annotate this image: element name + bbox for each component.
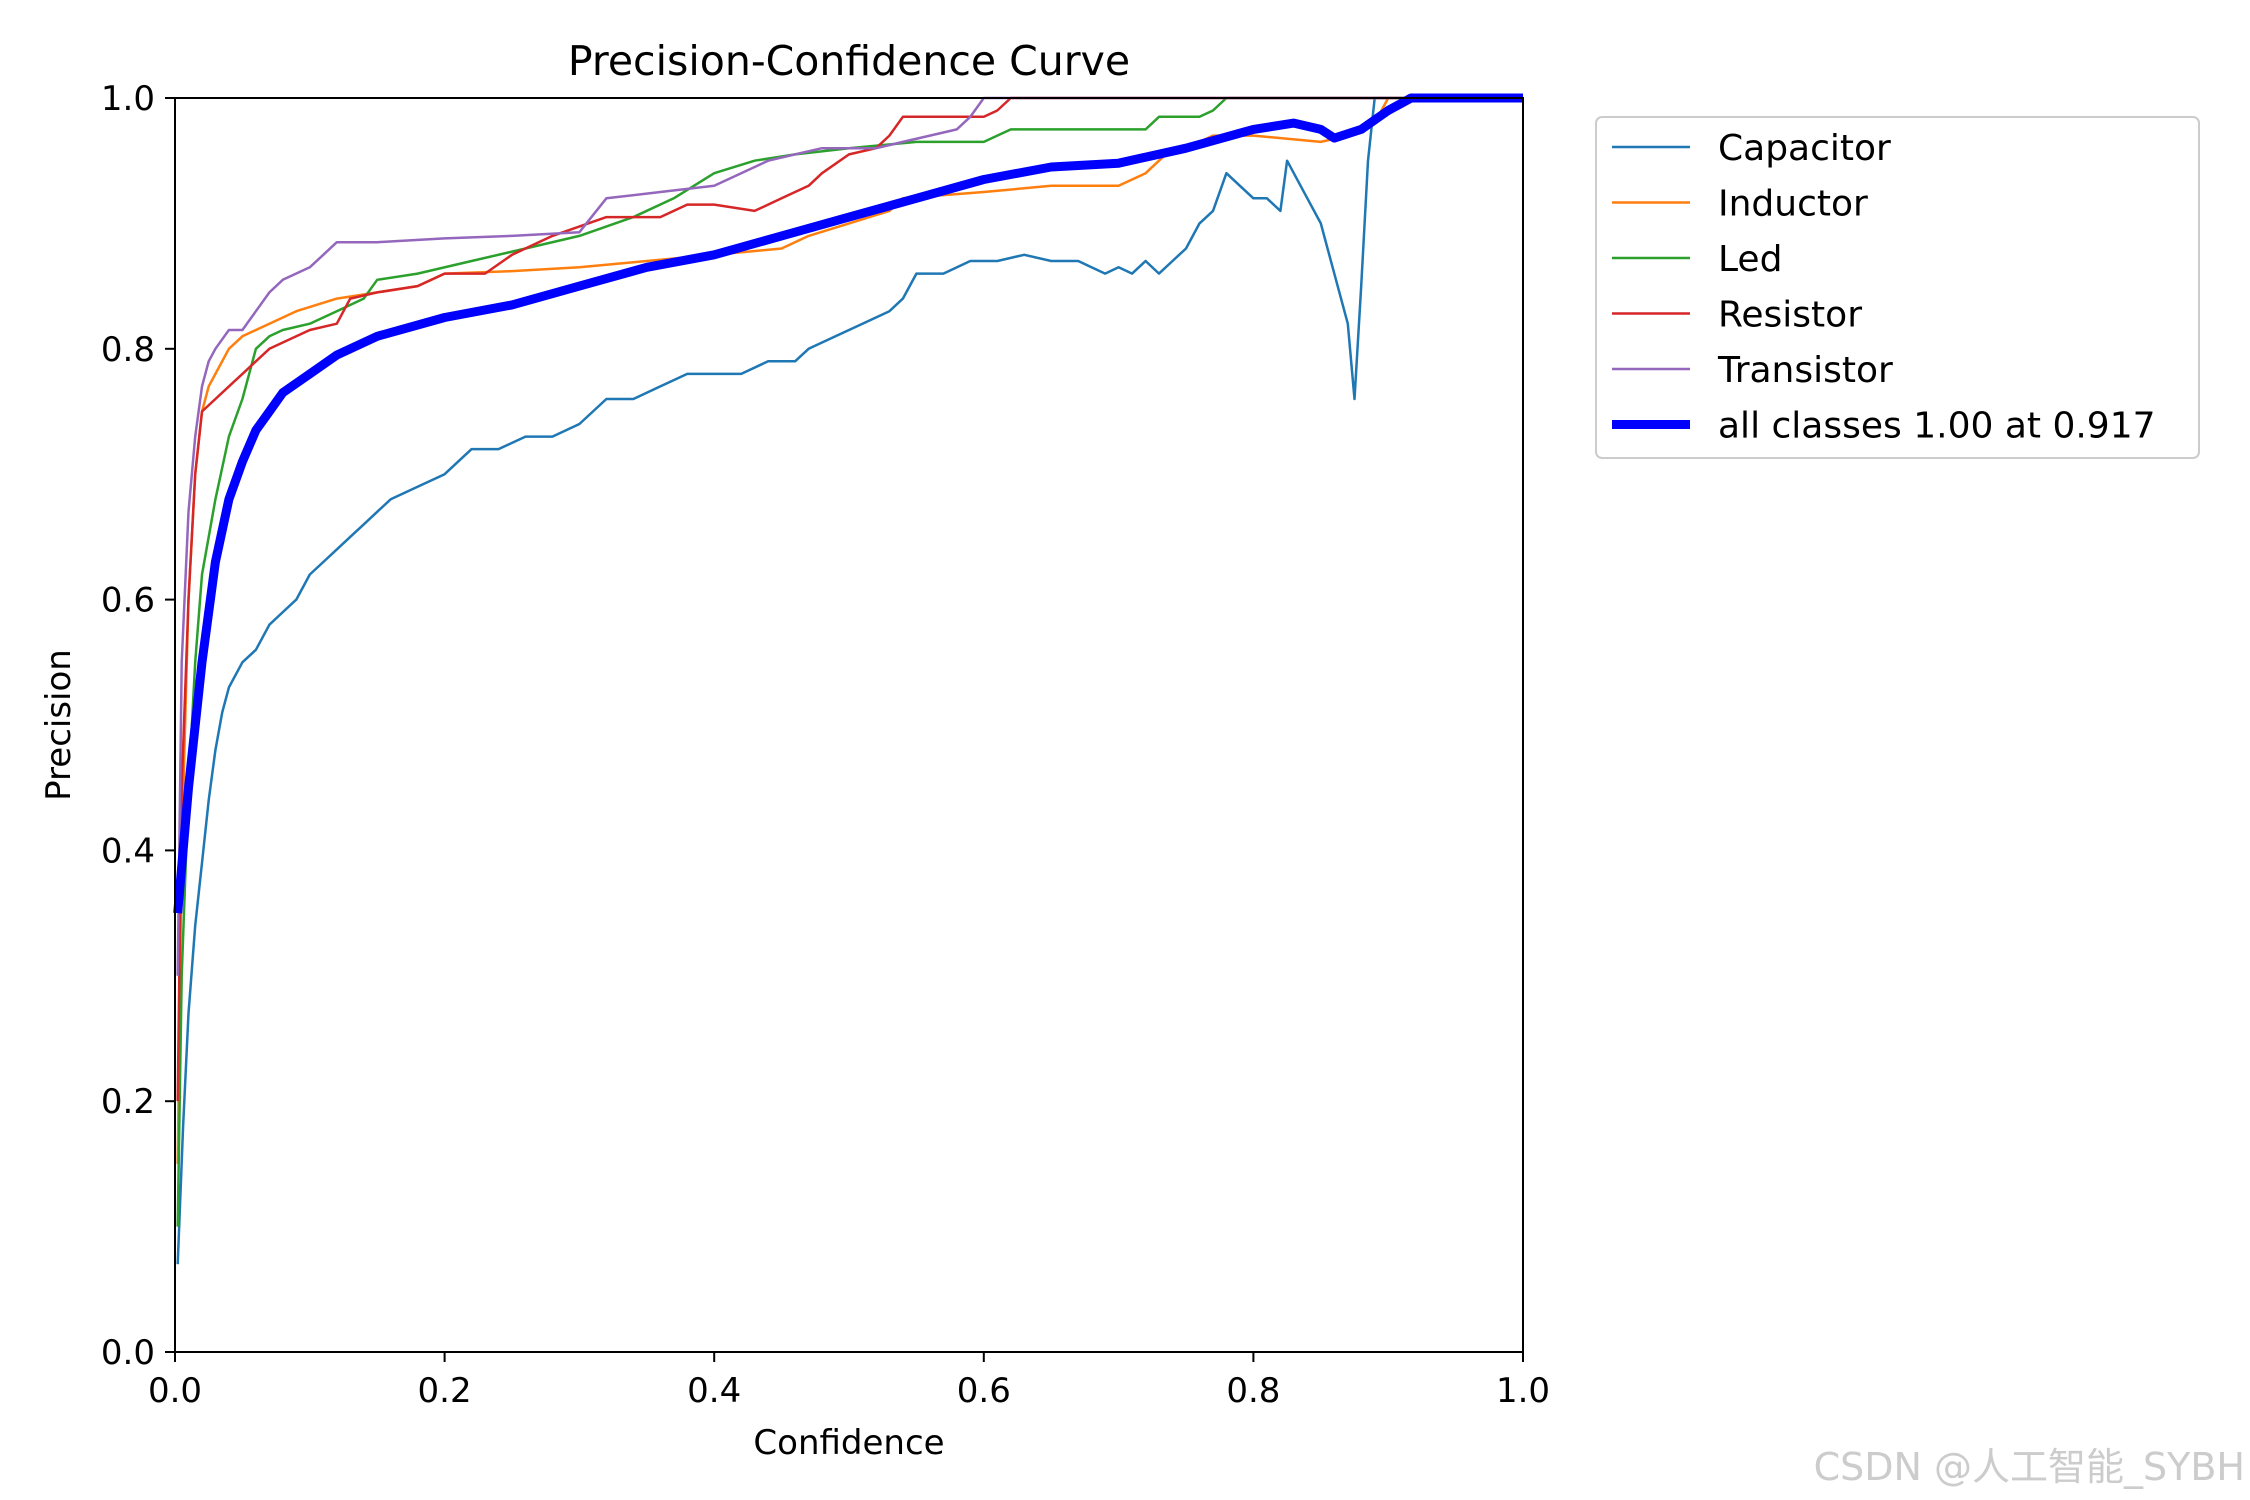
legend-label: Capacitor: [1718, 128, 1891, 169]
y-axis-label: Precision: [39, 649, 79, 801]
watermark: CSDN @人工智能_SYBH: [1814, 1445, 2245, 1489]
series-line-transistor: [176, 96, 1523, 976]
legend-label: Led: [1718, 239, 1782, 280]
series-group: [173, 93, 1523, 1265]
legend-label: Resistor: [1718, 295, 1862, 336]
legend-label: Inductor: [1718, 184, 1868, 225]
y-tick-label: 0.4: [101, 831, 155, 871]
series-line-capacitor: [176, 96, 1523, 1265]
x-tick-label: 0.0: [148, 1371, 202, 1411]
x-axis-label: Confidence: [753, 1423, 944, 1463]
series-line-all-all: [173, 93, 1523, 914]
x-axis-ticks: 0.0 0.2 0.4 0.6 0.8 1.0: [148, 1352, 1550, 1411]
y-axis-ticks: 0.0 0.2 0.4 0.6 0.8 1.0: [101, 79, 175, 1373]
y-tick-label: 0.6: [101, 581, 155, 621]
y-tick-label: 1.0: [101, 79, 155, 119]
legend: Capacitor Inductor Led Resistor Transistor al…: [1595, 116, 2200, 459]
x-tick-label: 0.4: [687, 1371, 741, 1411]
series-line-inductor: [176, 96, 1523, 1164]
y-tick-label: 0.2: [101, 1082, 155, 1122]
x-tick-label: 0.2: [418, 1371, 472, 1411]
y-tick-label: 0.8: [101, 330, 155, 370]
x-tick-label: 0.6: [957, 1371, 1011, 1411]
x-tick-label: 0.8: [1226, 1371, 1280, 1411]
chart-title: Precision-Confidence Curve: [568, 37, 1130, 85]
legend-box: [1595, 116, 2200, 459]
x-tick-label: 1.0: [1496, 1371, 1550, 1411]
y-tick-label: 0.0: [101, 1333, 155, 1373]
legend-label: all classes 1.00 at 0.917: [1718, 406, 2156, 447]
plot-frame: [174, 97, 1524, 1353]
legend-label: Transistor: [1717, 350, 1893, 391]
series-line-led: [176, 96, 1523, 1227]
series-line-resistor: [176, 96, 1523, 1102]
